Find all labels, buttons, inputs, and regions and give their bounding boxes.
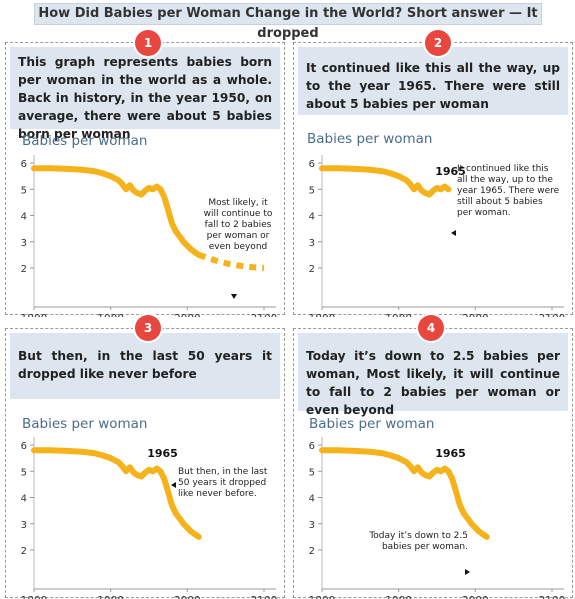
panel-1-badge: 1	[135, 30, 161, 56]
y-tick-label: 3	[21, 520, 27, 531]
panel-2-chart: 2 3 4 5 6 1800 1900 2000 2100 1965	[309, 155, 566, 317]
y-tick-label: 6	[309, 441, 315, 452]
y-tick-label: 6	[21, 441, 27, 452]
y-tick-label: 5	[309, 185, 315, 196]
panel-4-text: Today it’s down to 2.5 babies per woman,…	[298, 333, 568, 417]
x-tick-label: 2000	[174, 313, 201, 317]
y-tick-label: 5	[21, 185, 27, 196]
panel-4: Today it’s down to 2.5 babies per woman,…	[293, 328, 573, 599]
panel-1-plot-title: Babies per woman	[22, 133, 148, 149]
year-label: 1965	[435, 447, 466, 460]
series-line	[319, 165, 452, 198]
annotation-pointer	[231, 294, 237, 299]
x-tick-label: 1900	[97, 313, 124, 317]
y-tick-label: 4	[21, 494, 27, 505]
panel-3-plot-title: Babies per woman	[22, 416, 148, 432]
y-tick-label: 3	[309, 520, 315, 531]
year-label: 1965	[147, 447, 178, 460]
panel-2-plot-title: Babies per woman	[307, 131, 433, 147]
y-tick-label: 6	[21, 159, 27, 170]
panel-2-text: It continued like this all the way, up t…	[298, 47, 568, 115]
y-tick-label: 3	[21, 238, 27, 249]
panel-1-text: This graph represents babies born per wo…	[10, 47, 280, 141]
y-tick-label: 2	[21, 546, 27, 557]
panel-2-badge: 2	[425, 30, 451, 56]
y-tick-label: 5	[21, 467, 27, 478]
year-label: 1965	[435, 165, 466, 178]
x-tick-label: 2000	[462, 595, 489, 599]
x-tick-label: 1800	[21, 595, 48, 599]
panel-3-badge: 3	[135, 315, 161, 341]
y-tick-label: 2	[309, 264, 315, 275]
panel-3-text: But then, in the last 50 years it droppe…	[10, 333, 280, 399]
x-tick-label: 1900	[97, 595, 124, 599]
panel-3: But then, in the last 50 years it droppe…	[5, 328, 285, 599]
series-line	[31, 165, 202, 258]
panel-4-badge: 4	[418, 315, 444, 341]
x-tick-label: 2100	[251, 595, 278, 599]
panel-1-chart: 2 3 4 5 6 1800 1900 2000 2100	[21, 155, 278, 317]
y-tick-label: 4	[309, 494, 315, 505]
y-tick-label: 4	[309, 212, 315, 223]
panel-4-plot-title: Babies per woman	[309, 416, 435, 432]
panel-3-annotation: But then, in the last 50 years it droppe…	[178, 467, 268, 499]
x-tick-label: 2100	[251, 313, 278, 317]
y-tick-label: 6	[309, 159, 315, 170]
annotation-pointer	[465, 569, 470, 575]
y-tick-label: 5	[309, 467, 315, 478]
x-tick-label: 2100	[539, 595, 566, 599]
x-tick-label: 1800	[309, 313, 336, 317]
page-title: How Did Babies per Woman Change in the W…	[34, 3, 542, 41]
panel-4-chart: 2 3 4 5 6 1800 1900 2000 2100 1965	[309, 437, 566, 599]
y-tick-label: 4	[21, 212, 27, 223]
annotation-pointer	[171, 482, 176, 488]
x-tick-label: 1900	[385, 313, 412, 317]
projection-line	[197, 252, 265, 271]
panel-4-annotation: Today it’s down to 2.5 babies per woman.	[369, 531, 468, 552]
series-line	[31, 447, 202, 540]
panel-2: It continued like this all the way, up t…	[293, 42, 573, 317]
x-tick-label: 2000	[174, 595, 201, 599]
x-tick-label: 1800	[309, 595, 336, 599]
panel-1: This graph represents babies born per wo…	[5, 42, 285, 317]
y-tick-label: 2	[309, 546, 315, 557]
x-tick-label: 1800	[21, 313, 48, 317]
x-tick-label: 2000	[462, 313, 489, 317]
x-tick-label: 1900	[385, 595, 412, 599]
y-tick-label: 2	[21, 264, 27, 275]
panel-2-annotation: It continued like this all the way, up t…	[457, 164, 560, 218]
panel-3-chart: 2 3 4 5 6 1800 1900 2000 2100 1965	[21, 437, 278, 599]
y-tick-label: 3	[309, 238, 315, 249]
panel-1-annotation: Most likely, it will continue to fall to…	[203, 198, 273, 252]
x-tick-label: 2100	[539, 313, 566, 317]
annotation-pointer	[451, 230, 456, 236]
series-line	[319, 447, 490, 540]
